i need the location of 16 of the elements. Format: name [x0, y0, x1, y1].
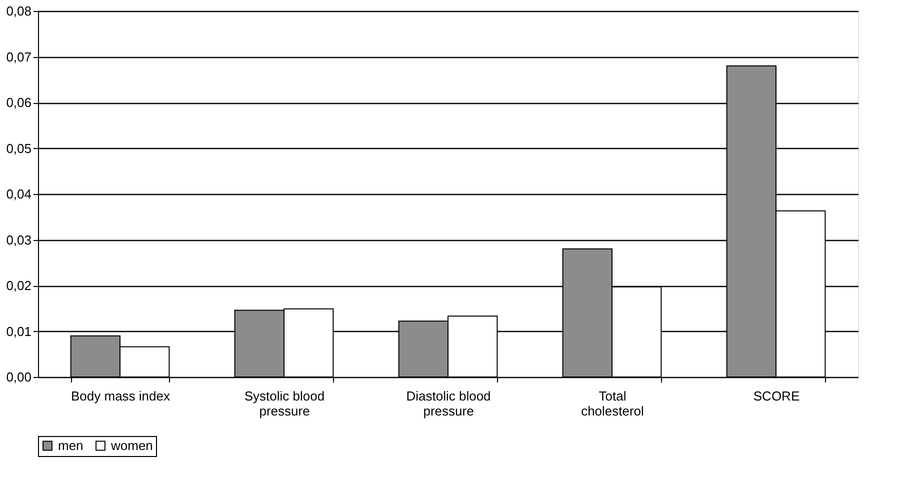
y-tick-label: 0,05 — [6, 140, 32, 156]
legend-label: men — [58, 438, 84, 453]
x-tick-label: Systolic blood pressure — [244, 388, 325, 418]
y-tick-label: 0,07 — [6, 49, 32, 64]
y-tick-label: 0,03 — [6, 232, 32, 248]
x-tick-label: SCORE — [753, 388, 800, 404]
x-tick-label: Diastolic blood pressure — [406, 388, 491, 418]
y-tick-label: 0,04 — [6, 186, 32, 202]
y-tick-label: 0,08 — [6, 4, 32, 18]
y-tick-label: 0,00 — [6, 370, 32, 384]
x-tick-label: Body mass index — [71, 388, 170, 404]
legend-label: women — [110, 438, 153, 453]
y-tick-label: 0,02 — [6, 278, 32, 293]
x-tick-label: Total cholesterol — [581, 388, 644, 418]
y-tick-label: 0,01 — [6, 324, 32, 339]
y-tick-label: 0,06 — [6, 95, 32, 110]
